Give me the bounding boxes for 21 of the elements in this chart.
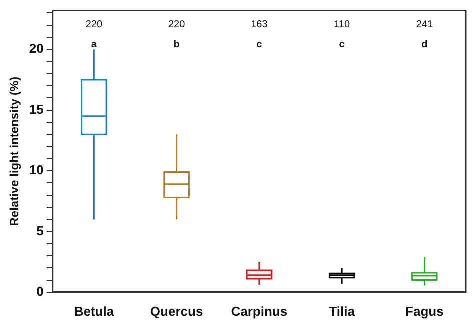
x-tick-label: Betula [74,304,115,319]
y-tick-label: 5 [36,223,44,238]
annotation: b [174,40,180,51]
annotation: c [339,40,346,51]
x-tick-label: Carpinus [231,304,288,319]
y-tick-label: 0 [36,284,44,299]
x-tick-label: Tilia [329,304,356,319]
annotation: 110 [334,20,350,31]
y-axis-title: Relative light intensity (%) [8,76,22,226]
annotation: 220 [168,20,186,31]
annotation: 163 [251,20,268,31]
x-tick-label: Quercus [150,304,204,319]
y-tick-label: 20 [29,41,44,56]
annotation: d [422,40,428,51]
x-tick-label: Fagus [406,304,444,319]
y-tick-label: 15 [29,102,44,117]
annotation: c [256,40,263,51]
annotation: a [91,40,98,51]
y-tick-label: 10 [29,162,44,178]
annotation: 241 [416,20,434,31]
annotation: 220 [86,20,103,31]
